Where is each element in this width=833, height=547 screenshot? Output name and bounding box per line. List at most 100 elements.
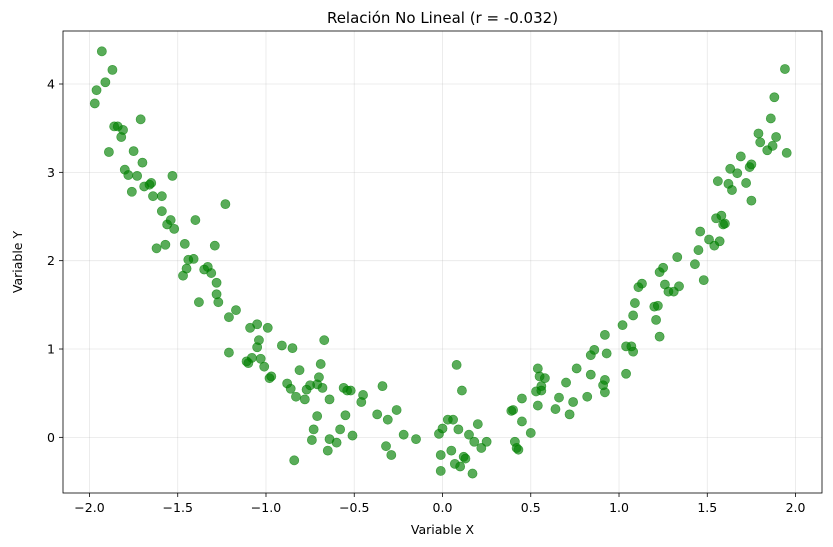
data-point bbox=[358, 390, 368, 400]
data-point bbox=[599, 375, 610, 385]
data-point bbox=[674, 281, 684, 292]
data-point bbox=[457, 385, 467, 396]
data-point bbox=[347, 430, 358, 441]
data-point bbox=[190, 215, 201, 225]
x-tick-label: −0.5 bbox=[339, 500, 369, 515]
data-point bbox=[599, 329, 610, 340]
data-point bbox=[769, 92, 780, 103]
data-point bbox=[224, 312, 234, 323]
data-point bbox=[308, 424, 319, 435]
y-tick-label: 2 bbox=[47, 253, 55, 268]
data-point bbox=[123, 170, 134, 180]
data-point bbox=[690, 259, 700, 270]
x-tick-label: −1.0 bbox=[251, 500, 281, 515]
data-point bbox=[651, 314, 661, 325]
data-point bbox=[550, 404, 561, 414]
data-point bbox=[96, 46, 107, 57]
data-point bbox=[160, 239, 171, 250]
data-point bbox=[628, 310, 639, 321]
data-point bbox=[312, 411, 323, 422]
data-points bbox=[89, 46, 792, 479]
data-point bbox=[324, 394, 335, 405]
data-point bbox=[698, 275, 709, 286]
x-tick-label: −2.0 bbox=[74, 500, 104, 515]
data-point bbox=[460, 453, 471, 464]
data-point bbox=[554, 392, 564, 403]
y-tick-label: 0 bbox=[47, 430, 55, 445]
data-point bbox=[568, 397, 579, 407]
data-point bbox=[252, 319, 263, 330]
data-point bbox=[532, 363, 543, 374]
data-point bbox=[658, 262, 669, 273]
data-point bbox=[672, 252, 683, 263]
chart-title: Relación No Lineal (r = -0.032) bbox=[327, 9, 558, 27]
data-point bbox=[628, 346, 639, 357]
data-point bbox=[481, 436, 492, 447]
data-point bbox=[289, 455, 300, 466]
data-point bbox=[231, 305, 241, 316]
data-point bbox=[287, 343, 298, 354]
ticks: −2.0 −1.5 −1.0 −0.5 0.0 0.5 1.0 1.5 2.0 0 1 2 3 4 bbox=[47, 77, 805, 515]
data-point bbox=[340, 410, 351, 421]
x-tick-label: 1.0 bbox=[609, 500, 629, 515]
data-point bbox=[435, 466, 446, 476]
data-point bbox=[331, 437, 342, 448]
data-point bbox=[561, 377, 571, 388]
data-point bbox=[224, 347, 234, 358]
data-point bbox=[135, 114, 146, 125]
data-point bbox=[712, 176, 723, 187]
data-point bbox=[741, 178, 751, 188]
data-point bbox=[220, 199, 231, 210]
data-point bbox=[181, 263, 192, 274]
data-point bbox=[735, 151, 746, 162]
data-point bbox=[693, 245, 704, 255]
data-point bbox=[780, 64, 790, 74]
data-point bbox=[539, 373, 550, 384]
data-point bbox=[132, 170, 143, 181]
data-point bbox=[469, 436, 480, 447]
data-point bbox=[165, 215, 176, 225]
data-point bbox=[453, 424, 464, 435]
data-point bbox=[732, 168, 743, 179]
data-point bbox=[146, 178, 157, 188]
data-point bbox=[652, 300, 663, 311]
data-point bbox=[100, 77, 111, 88]
data-point bbox=[464, 429, 474, 440]
data-point bbox=[517, 393, 527, 404]
data-point bbox=[513, 444, 524, 455]
data-point bbox=[262, 322, 273, 333]
data-point bbox=[564, 409, 575, 420]
data-point bbox=[381, 441, 391, 452]
data-point bbox=[654, 331, 665, 342]
data-point bbox=[589, 344, 600, 355]
data-point bbox=[451, 360, 462, 370]
x-tick-label: 0.0 bbox=[433, 500, 453, 515]
data-point bbox=[695, 226, 706, 237]
data-point bbox=[137, 157, 148, 168]
data-point bbox=[765, 113, 776, 124]
x-tick-label: 1.5 bbox=[697, 500, 717, 515]
data-point bbox=[532, 400, 543, 411]
data-point bbox=[194, 297, 204, 308]
data-point bbox=[767, 140, 778, 151]
data-point bbox=[446, 445, 457, 456]
data-point bbox=[448, 414, 458, 425]
data-point bbox=[128, 146, 139, 157]
data-point bbox=[151, 243, 162, 254]
data-point bbox=[156, 206, 167, 217]
data-point bbox=[169, 223, 180, 234]
data-point bbox=[508, 405, 519, 415]
data-point bbox=[753, 128, 764, 139]
data-point bbox=[467, 468, 478, 479]
data-point bbox=[306, 435, 317, 445]
data-point bbox=[246, 352, 257, 363]
data-point bbox=[746, 159, 757, 170]
data-point bbox=[188, 254, 199, 264]
data-point bbox=[621, 368, 631, 379]
data-point bbox=[781, 148, 792, 158]
data-point bbox=[211, 277, 222, 288]
data-point bbox=[179, 238, 190, 249]
data-point bbox=[167, 170, 178, 181]
data-point bbox=[391, 405, 402, 415]
